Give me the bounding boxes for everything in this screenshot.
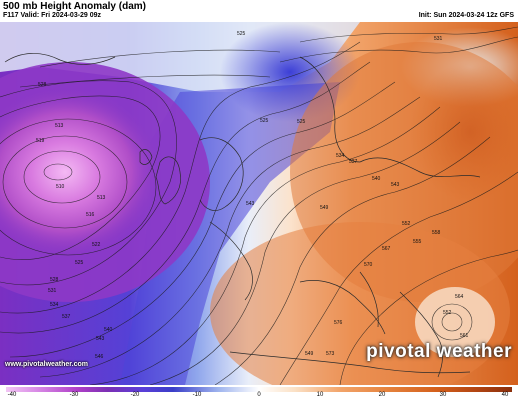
contour-label: 513: [55, 123, 64, 129]
contour-label: 510: [56, 184, 65, 190]
colorbar-tick-label: -40: [7, 392, 17, 398]
contour-label: 531: [48, 288, 57, 294]
contour-label: 549: [305, 351, 314, 357]
contour-label: 534: [50, 302, 59, 308]
contour-label: 549: [320, 205, 329, 211]
contour-label: 525: [75, 260, 84, 266]
pivotal-weather-logo: pivotal weather: [366, 341, 512, 362]
contour-label: 558: [432, 230, 441, 236]
contour-label: 534: [336, 153, 345, 159]
colorbar: -40 -30 -20 -10 0 10 20 30 40: [0, 385, 518, 400]
contour-label: 561: [460, 333, 469, 339]
colorbar-tick-label: 0: [257, 392, 261, 398]
init-time: Init: Sun 2024-03-24 12z GFS: [418, 12, 514, 19]
contour-labels: 525 528 519 513 510 513 516 522 525 528 …: [36, 31, 469, 360]
valid-time: F117 Valid: Fri 2024-03-29 09z: [3, 12, 102, 19]
contour-label: 528: [38, 82, 47, 88]
contour-label: 522: [92, 242, 101, 248]
contour-label: 516: [86, 212, 95, 218]
colorbar-tick-label: -30: [69, 392, 79, 398]
contour-label: 552: [443, 310, 452, 316]
contour-label: 513: [97, 195, 106, 201]
contour-label: 552: [402, 221, 411, 227]
colorbar-tick-label: -20: [130, 392, 140, 398]
low-pressure-center: [0, 87, 160, 257]
map-header: 500 mb Height Anomaly (dam) F117 Valid: …: [0, 0, 518, 22]
contour-label: 519: [36, 138, 45, 144]
contour-label: 537: [62, 314, 71, 320]
contour-label: 546: [95, 354, 104, 360]
contour-label: 573: [326, 351, 335, 357]
contour-label: 531: [434, 36, 443, 42]
colorbar-tick-label: 10: [316, 392, 324, 398]
contour-label: 543: [391, 182, 400, 188]
height-contours: [0, 26, 518, 385]
coastlines: [4, 53, 481, 378]
contour-label: 540: [104, 327, 113, 333]
colorbar-tick-label: 40: [501, 392, 509, 398]
contour-label: 543: [96, 336, 105, 342]
colorbar-gradient: [6, 387, 512, 392]
contour-label: 555: [413, 239, 422, 245]
weather-map[interactable]: 525 528 519 513 510 513 516 522 525 528 …: [0, 22, 518, 385]
colorbar-ticks: -40 -30 -20 -10 0 10 20 30 40: [0, 392, 518, 400]
colorbar-tick-label: 20: [378, 392, 386, 398]
contour-label: 576: [334, 320, 343, 326]
contour-label: 537: [349, 159, 358, 165]
cut-off-low: [415, 287, 495, 357]
contour-label: 567: [382, 246, 391, 252]
colorbar-tick-label: 30: [439, 392, 447, 398]
contour-label: 564: [455, 294, 464, 300]
contour-label: 540: [372, 176, 381, 182]
contour-label: 528: [50, 277, 59, 283]
contour-label: 543: [246, 201, 255, 207]
website-url: www.pivotalweather.com: [5, 361, 88, 368]
colorbar-tick-label: -10: [192, 392, 202, 398]
contour-label: 525: [297, 119, 306, 125]
contour-label: 525: [260, 118, 269, 124]
contour-label: 570: [364, 262, 373, 268]
map-title: 500 mb Height Anomaly (dam): [3, 1, 146, 12]
anomaly-map-svg: 525 528 519 513 510 513 516 522 525 528 …: [0, 22, 518, 385]
contour-label: 525: [237, 31, 246, 37]
